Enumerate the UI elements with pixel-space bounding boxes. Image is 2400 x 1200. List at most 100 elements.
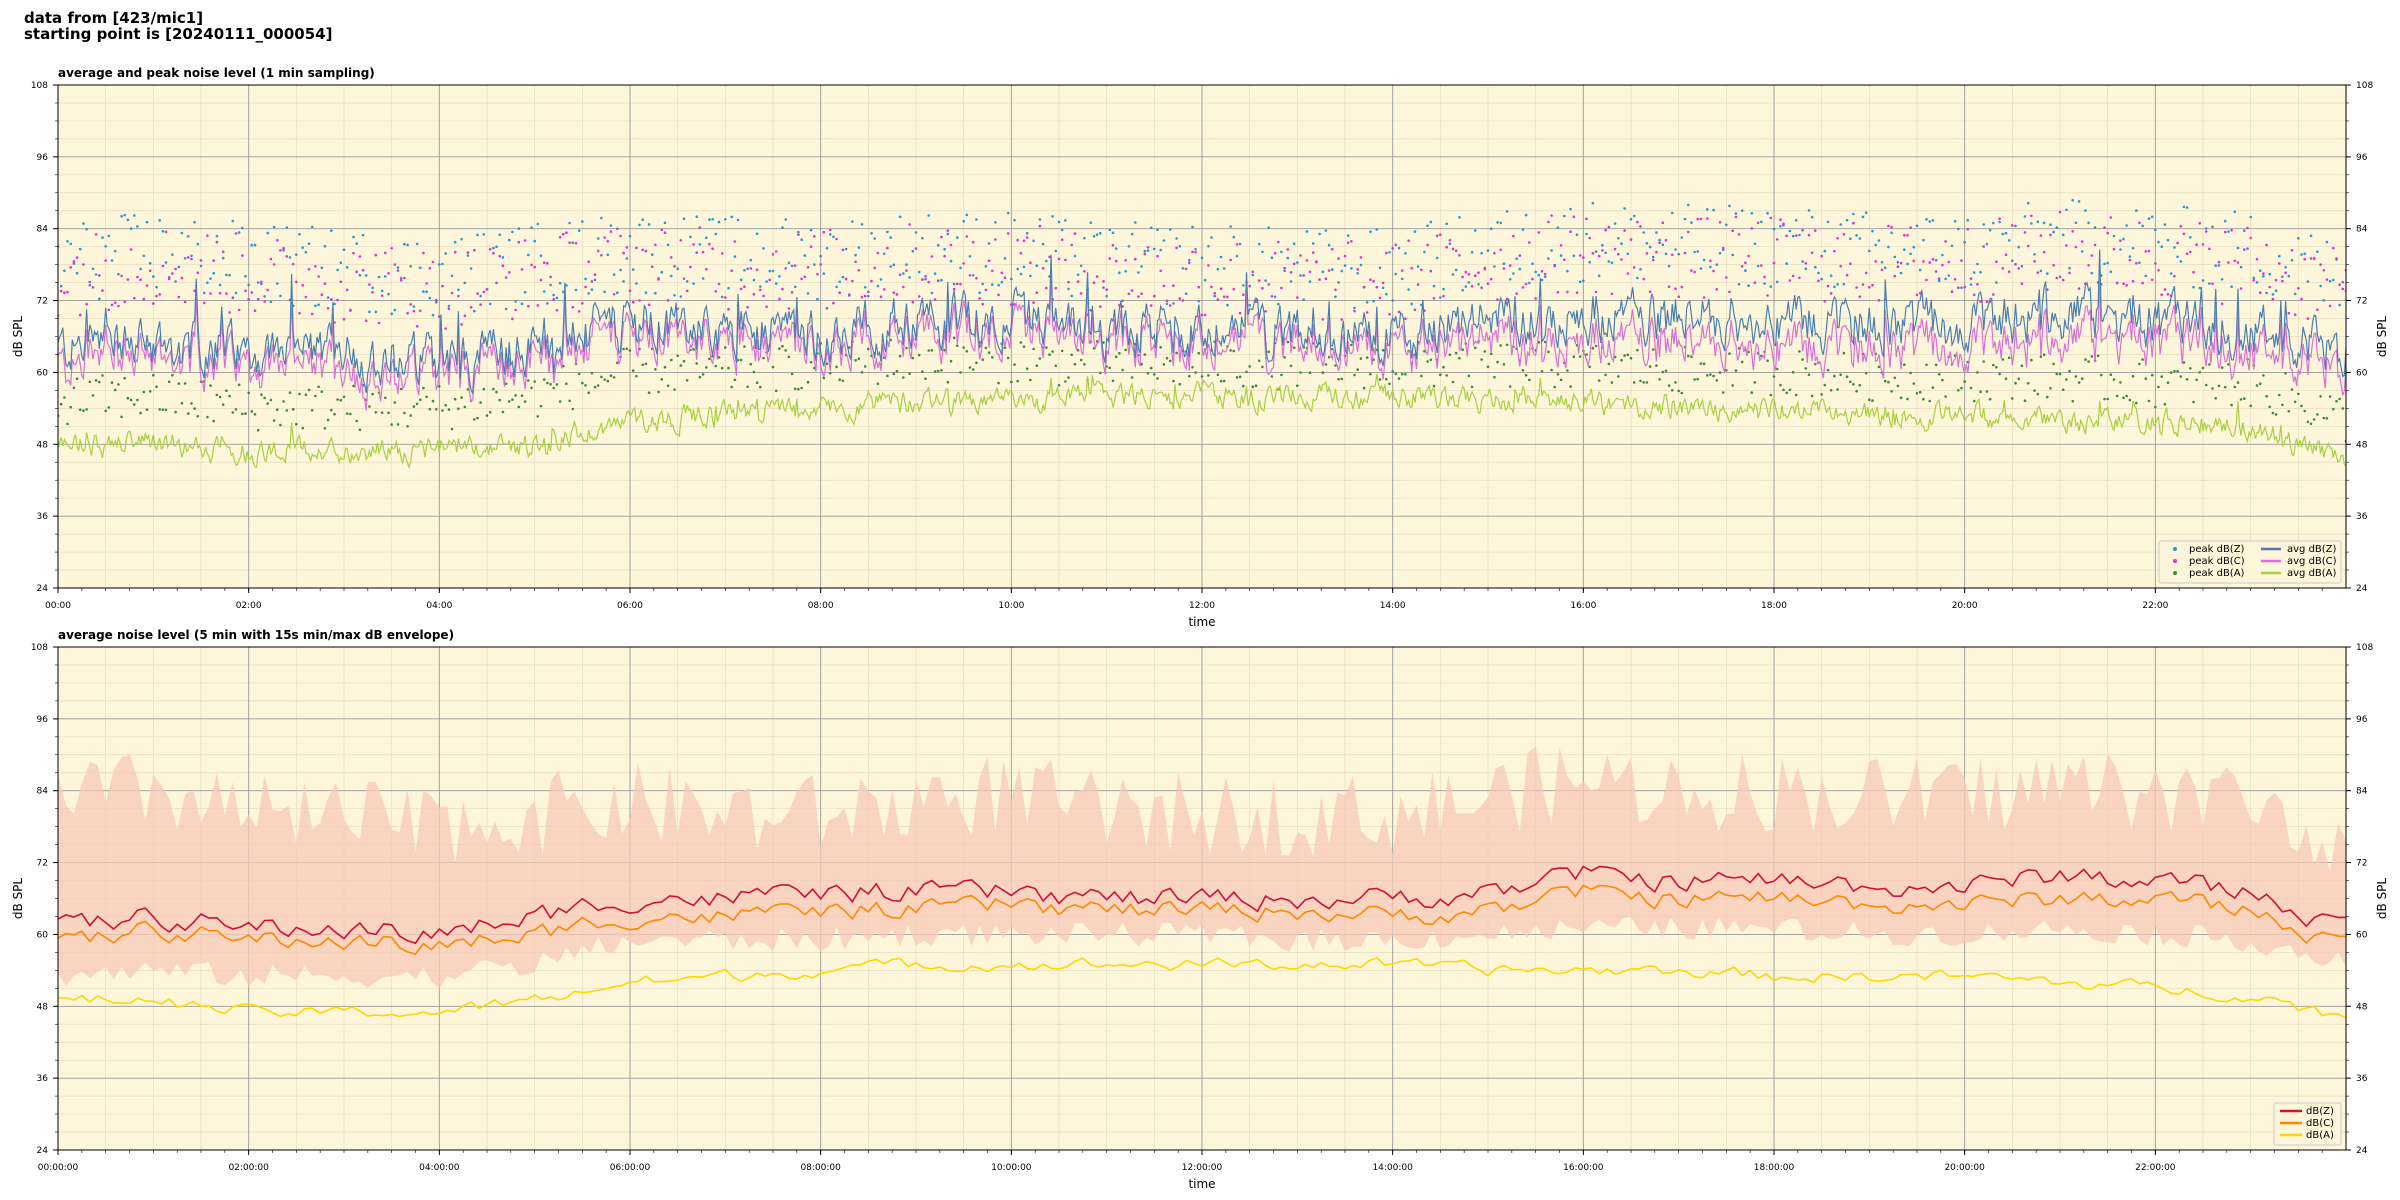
peak-point [1597,254,1601,258]
peak-point [2049,387,2052,390]
peak-point [917,270,921,274]
peak-point [187,235,190,238]
peak-point [514,300,517,303]
peak-point [1365,301,1369,304]
peak-point [1721,391,1725,394]
peak-point [1391,247,1394,250]
peak-point [364,274,368,277]
peak-point [352,235,355,239]
peak-point [1623,207,1626,210]
peak-point [276,408,279,412]
peak-point [793,387,797,391]
peak-point [1521,368,1525,372]
peak-point [1893,255,1897,259]
peak-point [1836,237,1839,240]
legend-marker [2173,559,2177,563]
peak-point [374,411,378,414]
peak-point [1143,249,1147,253]
peak-point [2141,224,2144,228]
peak-point [2052,230,2055,234]
peak-point [2163,223,2167,226]
peak-point [2173,246,2176,249]
peak-point [218,395,222,399]
peak-point [1572,254,1576,258]
peak-point [1690,221,1693,224]
peak-point [1620,358,1623,362]
peak-point [1146,372,1150,375]
peak-point [1168,304,1172,307]
peak-point [1105,294,1108,298]
peak-point [778,297,781,301]
peak-point [1461,348,1464,352]
peak-point [2144,377,2148,381]
peak-point [1289,364,1293,368]
peak-point [1728,290,1731,294]
peak-point [1960,386,1963,390]
peak-point [2033,260,2036,263]
peak-point [1934,270,1938,273]
peak-point [1019,251,1023,255]
peak-point [1610,261,1614,265]
peak-point [527,253,530,257]
peak-point [1820,254,1823,258]
peak-point [666,299,670,302]
peak-point [1070,353,1073,357]
peak-point [1563,214,1566,218]
peak-point [295,280,298,284]
peak-point [85,228,88,231]
peak-point [2049,223,2052,226]
peak-point [444,327,448,330]
peak-point [1518,267,1522,271]
y-tick-label-right: 96 [2356,715,2368,725]
peak-point [1029,274,1032,278]
peak-point [1238,375,1242,379]
peak-point [898,273,902,277]
peak-point [1073,254,1077,258]
peak-point [1540,278,1544,282]
peak-point [1153,247,1156,251]
peak-point [1531,262,1534,266]
peak-point [679,295,683,298]
peak-point [2198,286,2202,290]
peak-point [2011,397,2014,400]
peak-point [1976,262,1979,266]
peak-point [107,406,111,409]
peak-point [1134,221,1137,224]
peak-point [2055,372,2059,376]
peak-point [863,365,867,368]
peak-point [1458,254,1461,257]
peak-point [603,378,606,381]
peak-point [1734,212,1738,215]
peak-point [1814,229,1817,232]
peak-point [482,233,486,236]
peak-point [1060,228,1064,232]
peak-point [854,359,857,362]
y-axis-label-right: dB SPL [2375,316,2389,358]
peak-point [1972,271,1976,274]
peak-point [936,279,940,283]
peak-point [358,428,362,432]
peak-point [1083,363,1086,366]
peak-point [345,412,349,415]
peak-point [66,290,69,294]
peak-point [317,385,320,389]
peak-point [1340,377,1344,381]
peak-point [1331,347,1334,351]
peak-point [1801,358,1804,361]
peak-point [1216,373,1220,377]
peak-point [457,288,460,292]
peak-point [94,273,98,276]
peak-point [476,292,479,295]
peak-point [952,336,956,340]
peak-point [600,216,603,220]
peak-point [2020,265,2024,268]
peak-point [282,400,285,403]
peak-point [714,290,718,293]
peak-point [619,268,622,272]
peak-point [733,255,737,258]
peak-point [88,380,92,384]
peak-point [1985,300,1989,304]
peak-point [82,263,85,266]
peak-point [342,317,346,321]
peak-point [2077,200,2081,203]
